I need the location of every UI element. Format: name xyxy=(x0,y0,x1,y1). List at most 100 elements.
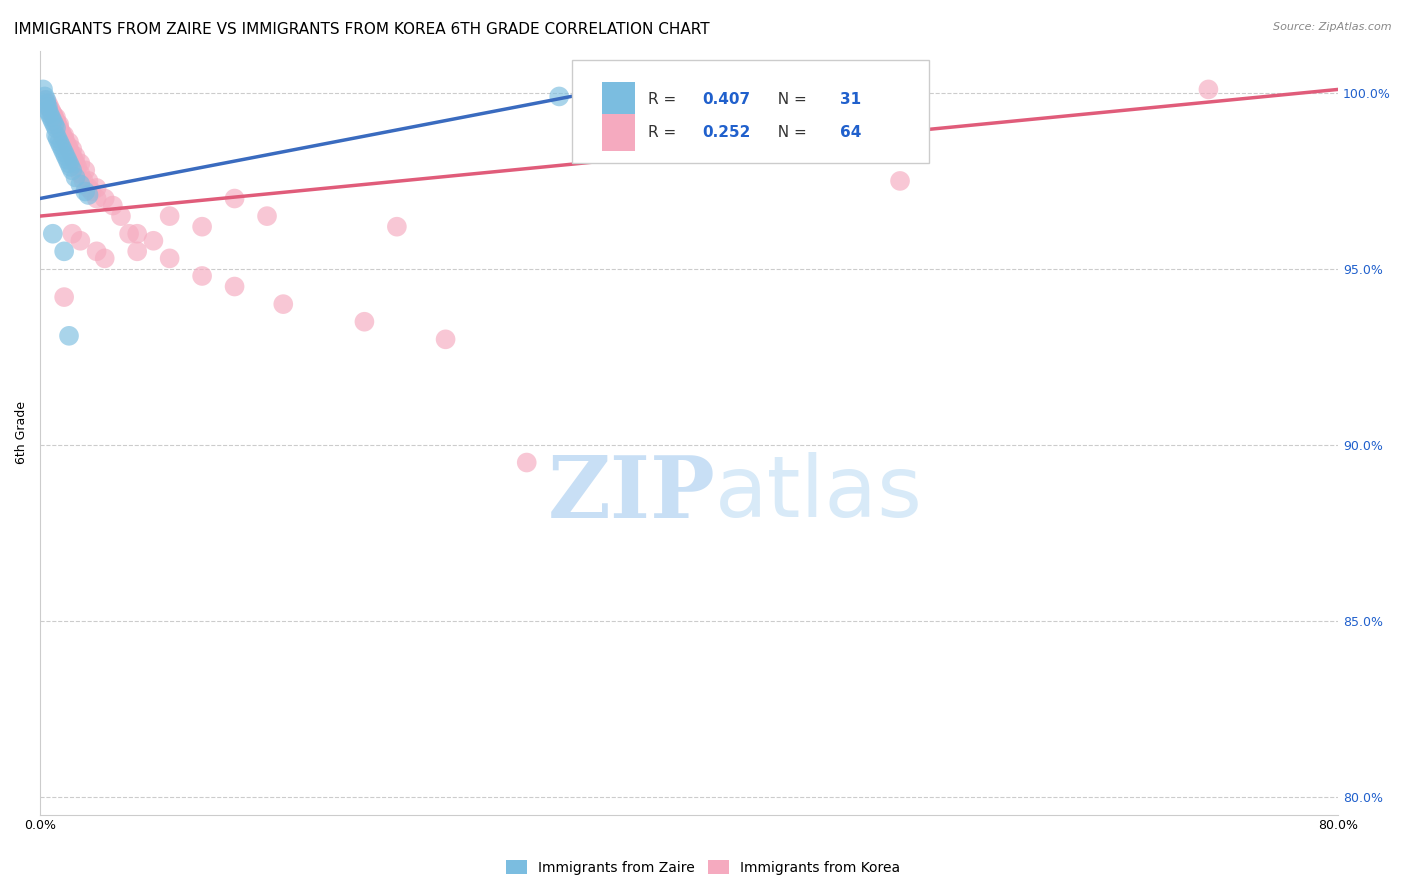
Point xyxy=(58,142,80,156)
Text: R =: R = xyxy=(648,125,682,140)
Text: N =: N = xyxy=(768,93,811,107)
Point xyxy=(77,188,100,202)
Text: atlas: atlas xyxy=(716,452,922,535)
Point xyxy=(45,128,67,143)
Point xyxy=(142,234,165,248)
Point xyxy=(93,252,115,266)
Point xyxy=(127,227,149,241)
Point xyxy=(37,103,59,118)
Point xyxy=(548,89,571,103)
Point xyxy=(45,111,67,125)
Point xyxy=(42,114,65,128)
Point xyxy=(42,107,65,121)
Bar xyxy=(602,114,636,151)
Point xyxy=(60,149,83,163)
Text: Source: ZipAtlas.com: Source: ZipAtlas.com xyxy=(1274,22,1392,32)
Point xyxy=(34,89,56,103)
Point xyxy=(42,107,65,121)
Point xyxy=(37,100,59,114)
Point xyxy=(889,174,911,188)
Point xyxy=(256,209,278,223)
Point xyxy=(75,163,97,178)
Point xyxy=(191,268,214,283)
Point xyxy=(127,244,149,259)
Point xyxy=(46,131,69,145)
Point xyxy=(49,138,72,153)
Point xyxy=(53,128,76,143)
Point xyxy=(159,209,181,223)
Point xyxy=(224,279,246,293)
Point xyxy=(118,227,141,241)
Point xyxy=(65,156,87,170)
Point xyxy=(39,103,62,118)
Point xyxy=(60,227,83,241)
Point xyxy=(86,181,108,195)
Point xyxy=(72,174,94,188)
Point xyxy=(93,192,115,206)
Point xyxy=(55,135,77,149)
Point xyxy=(37,100,59,114)
FancyBboxPatch shape xyxy=(572,60,929,163)
Point xyxy=(37,96,59,111)
Point xyxy=(32,82,55,96)
Point xyxy=(65,149,87,163)
Point xyxy=(65,170,87,185)
Text: 0.407: 0.407 xyxy=(703,93,751,107)
Point xyxy=(38,100,60,114)
Point xyxy=(59,145,82,160)
Point xyxy=(42,227,65,241)
Point xyxy=(60,163,83,178)
Point xyxy=(69,178,91,192)
Point xyxy=(56,138,79,153)
Point xyxy=(101,198,124,212)
Point xyxy=(48,121,70,136)
Point xyxy=(516,456,538,470)
Text: 64: 64 xyxy=(841,125,862,140)
Point xyxy=(77,181,100,195)
Point xyxy=(55,149,77,163)
Point xyxy=(49,125,72,139)
Point xyxy=(56,153,79,167)
Point xyxy=(77,174,100,188)
Point xyxy=(63,153,86,167)
Text: R =: R = xyxy=(648,93,682,107)
Point xyxy=(58,135,80,149)
Point xyxy=(110,209,132,223)
Point xyxy=(80,185,103,199)
Point xyxy=(39,111,62,125)
Point xyxy=(58,156,80,170)
Point xyxy=(86,244,108,259)
Point xyxy=(60,142,83,156)
Point xyxy=(271,297,294,311)
Y-axis label: 6th Grade: 6th Grade xyxy=(15,401,28,464)
Text: IMMIGRANTS FROM ZAIRE VS IMMIGRANTS FROM KOREA 6TH GRADE CORRELATION CHART: IMMIGRANTS FROM ZAIRE VS IMMIGRANTS FROM… xyxy=(14,22,710,37)
Point xyxy=(434,332,457,346)
Text: N =: N = xyxy=(768,125,811,140)
Point xyxy=(53,145,76,160)
Point xyxy=(58,328,80,343)
Point xyxy=(353,315,375,329)
Text: ZIP: ZIP xyxy=(547,451,716,536)
Point xyxy=(35,93,58,107)
Point xyxy=(44,111,66,125)
Point xyxy=(191,219,214,234)
Point xyxy=(35,96,58,111)
Point xyxy=(34,93,56,107)
Point xyxy=(159,252,181,266)
Point xyxy=(48,118,70,132)
Point xyxy=(224,192,246,206)
Text: 0.252: 0.252 xyxy=(703,125,751,140)
Point xyxy=(69,167,91,181)
Point xyxy=(66,160,89,174)
Point xyxy=(59,160,82,174)
Point xyxy=(572,89,595,103)
Legend: Immigrants from Zaire, Immigrants from Korea: Immigrants from Zaire, Immigrants from K… xyxy=(501,855,905,880)
Point xyxy=(69,234,91,248)
Point xyxy=(45,114,67,128)
Point xyxy=(45,121,67,136)
Point xyxy=(86,192,108,206)
Point xyxy=(48,135,70,149)
Point xyxy=(38,107,60,121)
Point xyxy=(46,118,69,132)
Text: 31: 31 xyxy=(841,93,862,107)
